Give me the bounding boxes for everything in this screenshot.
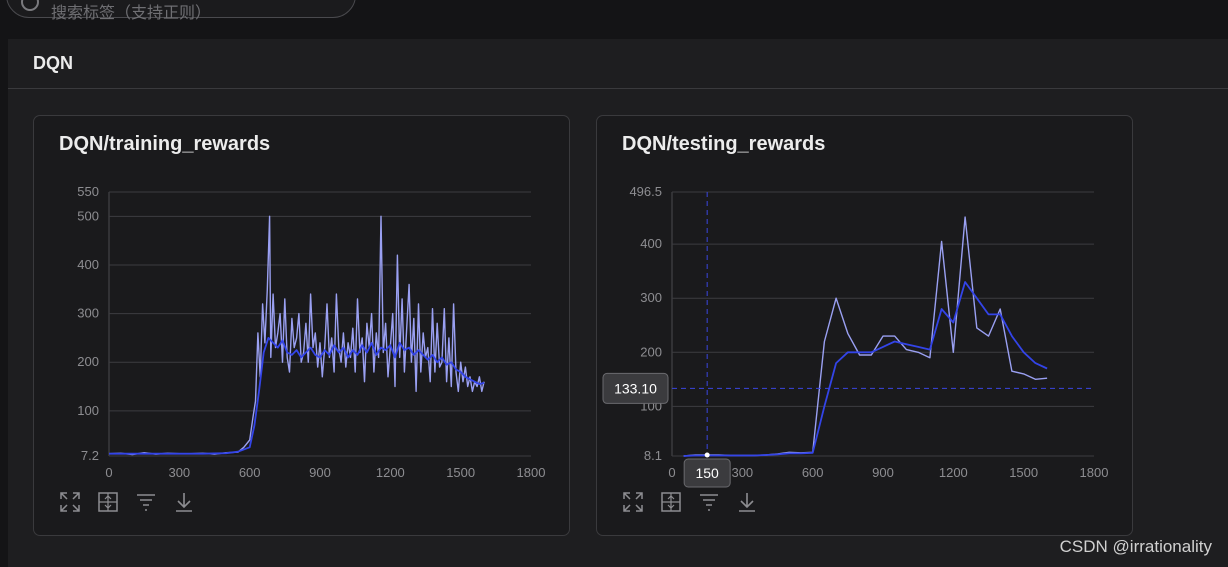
y-tick-label: 550 [77, 184, 99, 199]
download-icon[interactable] [172, 490, 196, 514]
chart-card-training-rewards: DQN/training_rewards 7.2 100 200 300 400 500 5… [33, 115, 570, 536]
filter-icon[interactable] [134, 490, 158, 514]
y-tick-label: 400 [640, 236, 662, 251]
x-tick-label: 1500 [1009, 465, 1038, 480]
svg-text:150: 150 [695, 465, 719, 481]
fit-icon[interactable] [659, 490, 683, 514]
hover-y-badge: 133.10 [602, 372, 669, 404]
series-line-raw [108, 215, 485, 456]
expand-icon[interactable] [58, 490, 82, 514]
tag-group-panel: DQN DQN/training_rewards 7.2 100 200 300 400… [8, 39, 1228, 567]
series-line-raw [683, 216, 1048, 457]
download-icon[interactable] [735, 490, 759, 514]
series-line-smoothed [683, 281, 1048, 457]
chart-title: DQN/testing_rewards [622, 133, 826, 155]
x-tick-label: 1200 [376, 465, 405, 480]
search-placeholder: 搜索标签（支持正则） [51, 5, 212, 22]
watermark: CSDN @irrationality [1059, 537, 1212, 556]
y-tick-label: 300 [640, 290, 662, 305]
y-tick-label: 300 [77, 306, 99, 321]
expand-icon[interactable] [621, 490, 645, 514]
y-tick-label: 8.1 [644, 448, 662, 463]
x-tick-label: 300 [168, 465, 190, 480]
chart-card-testing-rewards: DQN/testing_rewards 8.1 100 200 300 400 496.5… [596, 115, 1133, 536]
x-tick-label: 600 [239, 465, 261, 480]
hover-point [704, 452, 710, 458]
chart-title: DQN/training_rewards [59, 133, 271, 155]
chart-training-rewards[interactable]: 7.2 100 200 300 400 500 550 0 300 600 900 1200 1500 1… [34, 116, 571, 486]
x-tick-label: 1200 [939, 465, 968, 480]
search-box[interactable]: 搜索标签（支持正则） [6, 0, 356, 22]
search-icon [21, 0, 39, 11]
tag-group-header[interactable]: DQN [8, 39, 1228, 89]
hover-x-badge: 150 [683, 458, 731, 488]
x-tick-label: 1800 [1080, 465, 1109, 480]
y-tick-label: 200 [77, 354, 99, 369]
x-tick-label: 1500 [446, 465, 475, 480]
tag-group-title: DQN [33, 53, 73, 73]
x-tick-label: 0 [668, 465, 675, 480]
x-tick-label: 900 [309, 465, 331, 480]
y-tick-label: 100 [77, 403, 99, 418]
y-tick-label: 500 [77, 208, 99, 223]
y-tick-label: 200 [640, 344, 662, 359]
svg-text:133.10: 133.10 [614, 380, 657, 396]
x-tick-label: 1800 [517, 465, 546, 480]
x-tick-label: 900 [872, 465, 894, 480]
series-line-smoothed [109, 336, 485, 455]
y-tick-label: 7.2 [81, 448, 99, 463]
x-tick-label: 0 [105, 465, 112, 480]
y-tick-label: 400 [77, 257, 99, 272]
filter-icon[interactable] [697, 490, 721, 514]
fit-icon[interactable] [96, 490, 120, 514]
x-tick-label: 300 [731, 465, 753, 480]
x-tick-label: 600 [802, 465, 824, 480]
y-tick-label: 496.5 [629, 184, 662, 199]
